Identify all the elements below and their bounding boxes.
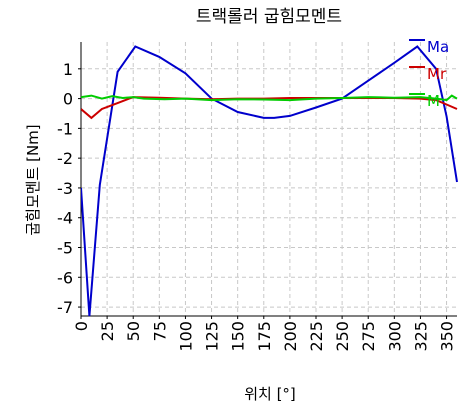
y-axis-label: 굽힘모멘트 [Nm] [24,124,42,235]
x-tick-label: 225 [307,321,326,352]
grid [80,42,457,316]
legend-label-ma: Ma [427,38,449,56]
y-tick-label: -3 [57,179,73,198]
x-tick-label: 150 [229,321,248,352]
series-group [81,45,458,317]
x-tick-label: 300 [385,321,404,352]
y-tick-labels: 1 0 -1 -2 -3 -4 -5 -6 -7 [57,60,81,317]
x-tick-label: 250 [333,321,352,352]
y-tick-label: 1 [63,60,73,79]
legend: Ma Mr M [409,38,449,110]
x-tick-label: 125 [203,321,222,352]
y-tick-label: -5 [57,239,73,258]
x-tick-label: 25 [98,321,117,341]
y-tick-label: -7 [57,298,73,317]
x-tick-label: 325 [411,321,430,352]
legend-label-m: M [427,92,440,110]
y-tick-label: -2 [57,149,73,168]
x-tick-label: 50 [124,321,143,341]
x-tick-label: 175 [255,321,274,352]
series-line-ma [81,45,458,317]
x-tick-label: 275 [359,321,378,352]
y-tick-label: 0 [63,90,73,109]
x-tick-label: 350 [438,321,457,352]
chart-title: 트랙롤러 굽힘모멘트 [196,7,342,27]
x-tick-label: 200 [281,321,300,352]
y-tick-label: -1 [57,119,73,138]
y-tick-label: -4 [57,209,73,228]
x-tick-label: 0 [72,321,91,331]
x-tick-labels: 0 25 50 75 100 125 150 175 200 225 250 275 300 325 350 [72,316,457,352]
x-tick-label: 100 [176,321,195,352]
series-line-m [81,94,458,102]
legend-label-mr: Mr [427,65,447,83]
x-axis-label: 위치 [°] [244,385,296,403]
x-tick-label: 75 [150,321,169,341]
plot-frame [80,42,457,317]
y-tick-label: -6 [57,268,73,287]
